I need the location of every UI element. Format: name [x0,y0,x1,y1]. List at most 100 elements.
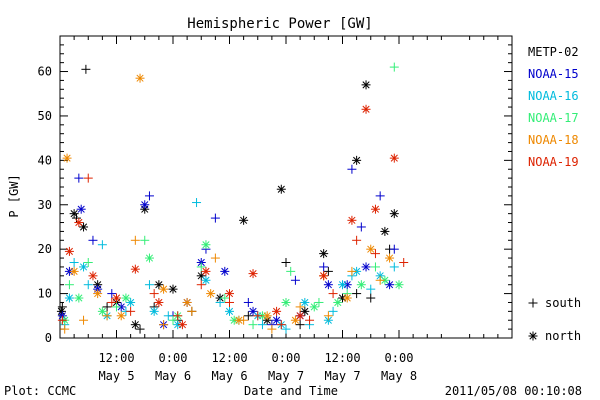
x-axis-label: Date and Time [244,384,338,398]
north-marker [130,320,140,330]
south-marker [107,289,117,299]
south-marker [375,275,385,285]
south-marker [81,64,91,74]
north-marker [74,293,84,303]
series-noaa-18 [60,73,395,334]
south-marker [295,320,305,330]
north-marker [366,244,376,254]
south-marker [243,311,253,321]
north-marker [135,73,145,83]
north-marker [389,153,399,163]
south-marker [225,297,234,307]
south-marker [323,311,333,321]
legend-entry: NOAA-17 [528,111,579,125]
south-marker [159,320,169,330]
south-marker [290,275,300,285]
south-marker [319,262,329,272]
north-marker [74,218,84,228]
south-marker [140,235,150,245]
south-marker [253,311,263,321]
south-marker [130,235,140,245]
south-marker [281,324,291,334]
south-marker [71,213,81,223]
north-marker [342,293,352,303]
north-marker [389,209,399,219]
south-marker [126,306,136,316]
x-tick-label-date: May 8 [381,369,417,383]
x-tick-label-date: May 6 [155,369,191,383]
legend-entry: NOAA-18 [528,133,579,147]
north-marker [248,269,258,279]
north-marker [361,80,371,90]
north-marker [300,297,310,307]
south-marker [97,240,107,250]
north-marker [333,297,343,307]
x-tick-label-time: 12:00 [98,351,134,365]
south-marker [352,235,362,245]
north-marker [295,311,305,321]
north-marker [352,266,362,276]
plot-timestamp: 2011/05/08 00:10:08 [445,384,582,398]
south-marker [83,280,93,290]
x-tick-label-time: 0:00 [272,351,301,365]
y-tick-label: 60 [38,65,52,79]
north-marker [149,306,159,316]
north-marker [225,306,234,316]
north-marker [394,280,404,290]
x-tick-label-time: 12:00 [324,351,360,365]
legend: METP-02 NOAA-15 NOAA-16 NOAA-17 NOAA-18 NOAA-… [528,45,581,343]
north-marker [234,315,244,325]
series-noaa-19 [57,104,409,330]
south-marker [210,253,220,263]
north-marker [69,209,79,219]
south-marker [83,258,93,267]
north-marker [309,302,319,312]
chart-title: Hemispheric Power [GW] [187,16,372,32]
north-marker [248,306,258,316]
south-marker [248,320,258,330]
x-tick-label-date: May 7 [268,369,304,383]
plot-credit: Plot: CCMC [4,384,76,398]
south-marker [64,280,74,290]
south-marker [57,315,67,325]
north-marker [319,249,329,259]
north-marker [88,271,98,281]
north-marker [323,280,333,290]
south-marker [286,266,296,276]
south-marker [163,311,173,321]
marker-legend-label: south [545,296,581,310]
x-tick-label-time: 12:00 [211,351,247,365]
south-marker [366,293,376,303]
south-marker [88,235,98,245]
north-marker [225,289,234,299]
north-marker [140,200,150,210]
south-marker [149,289,159,299]
data-markers [56,62,409,334]
south-marker [281,258,291,267]
north-marker [361,104,371,114]
south-marker [276,320,286,330]
y-tick-label: 0 [45,331,52,345]
south-marker [135,324,145,334]
y-tick-label: 10 [38,287,52,301]
south-marker [528,298,538,308]
north-marker [177,320,187,330]
south-marker [220,293,230,303]
south-marker [112,302,121,312]
north-marker [347,215,357,225]
south-marker [257,320,267,330]
south-marker [60,324,70,334]
north-marker [168,284,178,294]
north-marker [361,262,371,272]
south-marker [144,191,154,201]
north-marker [319,271,329,281]
south-marker [168,315,178,325]
north-marker [356,280,366,290]
south-marker [210,213,220,223]
series-noaa-16 [60,198,399,334]
legend-entry: NOAA-15 [528,67,579,81]
south-marker [295,302,305,312]
south-marker [102,302,112,312]
north-marker [116,311,126,321]
north-marker [201,266,211,276]
